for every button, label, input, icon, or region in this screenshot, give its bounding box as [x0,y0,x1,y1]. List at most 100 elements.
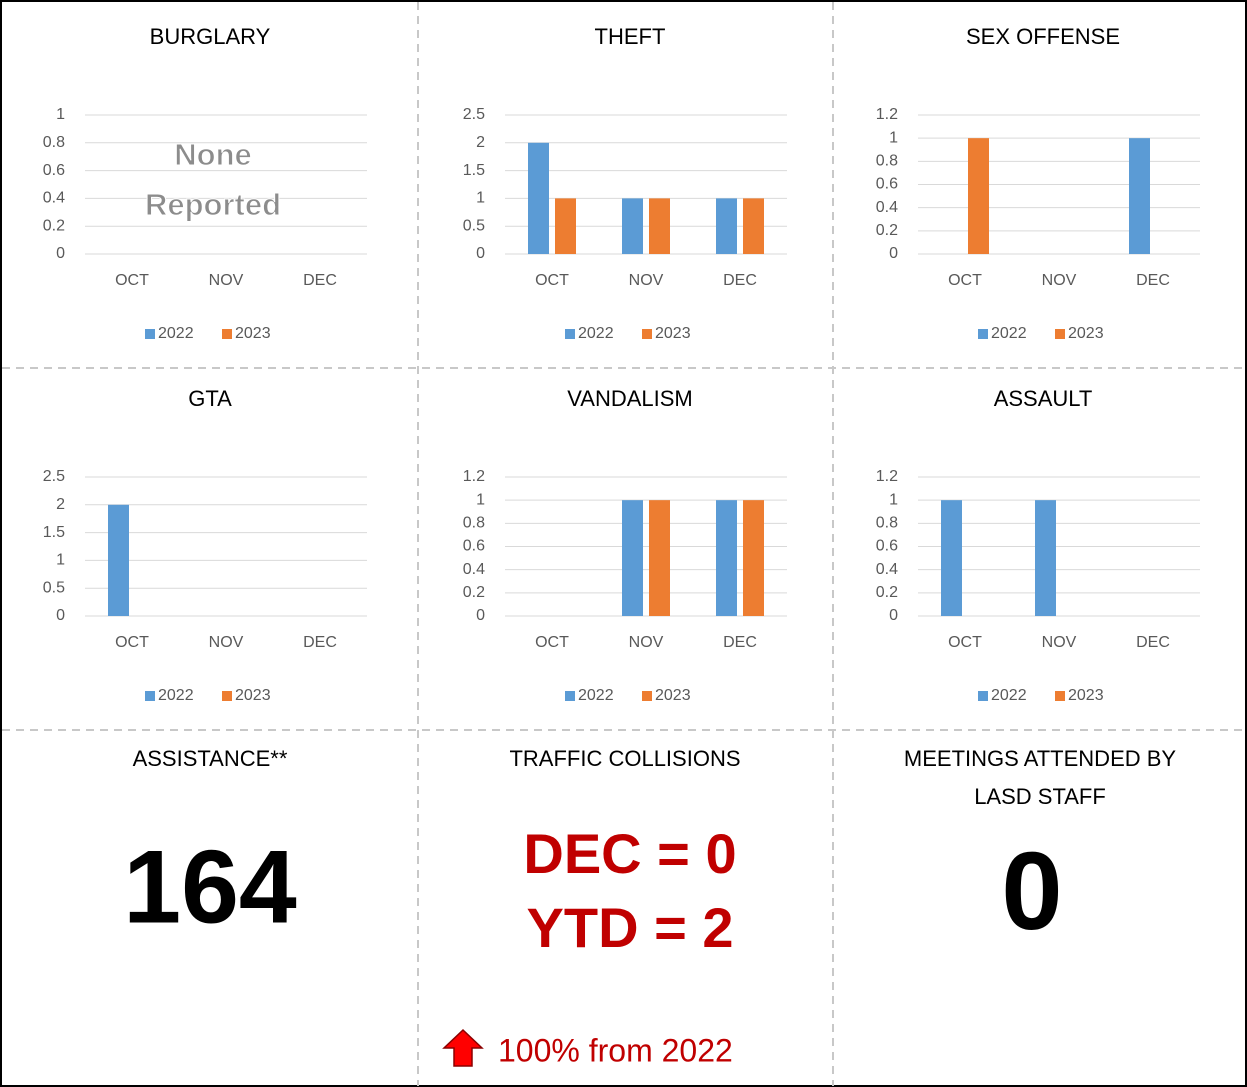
x-tick-label: OCT [948,272,982,289]
x-tick-label: OCT [115,272,149,289]
y-tick-label: 1.2 [876,468,898,485]
x-tick-label: OCT [535,634,569,651]
legend-swatch [565,691,575,701]
x-tick-label: NOV [1042,272,1077,289]
bar [1035,500,1056,616]
y-tick-label: 1.5 [43,524,65,541]
y-tick-label: 0.6 [43,162,65,179]
x-tick-label: DEC [303,634,337,651]
bar [649,198,670,254]
y-tick-label: 0.2 [43,217,65,234]
panel-title: ASSISTANCE** [133,746,288,771]
x-tick-label: DEC [1136,634,1170,651]
legend-swatch [1055,329,1065,339]
legend-swatch [1055,691,1065,701]
big-number: 164 [123,829,297,945]
annotation: Reported [145,187,281,222]
y-tick-label: 0.5 [463,217,485,234]
legend-swatch [642,329,652,339]
bar [622,500,643,616]
annotation: None [174,137,252,172]
x-tick-label: OCT [115,634,149,651]
y-tick-label: 2.5 [43,468,65,485]
y-tick-label: 0.4 [876,199,898,216]
chart-title: THEFT [595,24,666,49]
legend-swatch [145,329,155,339]
legend-swatch [978,329,988,339]
y-tick-label: 1 [56,552,65,569]
y-tick-label: 1.5 [463,162,485,179]
y-tick-label: 0 [56,245,65,262]
legend-label: 2022 [158,687,194,704]
y-tick-label: 0 [889,607,898,624]
traffic-line: YTD = 2 [527,896,734,959]
y-tick-label: 0.4 [43,190,65,207]
chart-title: SEX OFFENSE [966,24,1120,49]
panel-title: MEETINGS ATTENDED BY [904,746,1177,771]
x-tick-label: DEC [723,272,757,289]
y-tick-label: 0.8 [876,153,898,170]
y-tick-label: 2 [56,496,65,513]
big-number: 0 [1001,830,1062,953]
legend-label: 2022 [991,325,1027,342]
legend-label: 2022 [991,687,1027,704]
y-tick-label: 0.8 [876,515,898,532]
x-tick-label: NOV [209,634,244,651]
y-tick-label: 0 [56,607,65,624]
legend-swatch [565,329,575,339]
y-tick-label: 0.4 [463,561,485,578]
chart-title: GTA [188,386,232,411]
bar [622,198,643,254]
legend-label: 2023 [235,325,271,342]
bar [649,500,670,616]
y-tick-label: 0 [476,607,485,624]
x-tick-label: NOV [209,272,244,289]
chart-title: BURGLARY [150,24,271,49]
y-tick-label: 0.6 [876,176,898,193]
y-tick-label: 0.5 [43,579,65,596]
legend-label: 2023 [1068,325,1104,342]
traffic-change: 100% from 2022 [498,1032,733,1068]
y-tick-label: 1 [889,491,898,508]
bar [528,142,549,254]
x-tick-label: DEC [1136,272,1170,289]
y-tick-label: 0.8 [43,134,65,151]
y-tick-label: 1.2 [463,468,485,485]
y-tick-label: 2 [476,134,485,151]
x-tick-label: DEC [303,272,337,289]
x-tick-label: NOV [629,272,664,289]
legend-label: 2023 [235,687,271,704]
y-tick-label: 0 [476,245,485,262]
legend-label: 2023 [655,325,691,342]
x-tick-label: NOV [1042,634,1077,651]
y-tick-label: 0.2 [876,222,898,239]
bar [968,138,989,254]
legend-label: 2023 [1068,687,1104,704]
up-arrow [442,1028,484,1067]
bar [108,504,129,616]
y-tick-label: 0.2 [876,584,898,601]
y-tick-label: 1 [476,491,485,508]
x-tick-label: OCT [948,634,982,651]
y-tick-label: 0.4 [876,561,898,578]
legend-label: 2022 [578,325,614,342]
legend-swatch [222,329,232,339]
bar [743,198,764,254]
y-tick-label: 2.5 [463,106,485,123]
legend-label: 2022 [578,687,614,704]
legend-swatch [978,691,988,701]
panel-title: TRAFFIC COLLISIONS [509,746,740,771]
y-tick-label: 0.8 [463,515,485,532]
x-tick-label: OCT [535,272,569,289]
bar [555,198,576,254]
bar [716,198,737,254]
bar [1129,138,1150,254]
bar [941,500,962,616]
y-tick-label: 0.2 [463,584,485,601]
x-tick-label: DEC [723,634,757,651]
y-tick-label: 0.6 [463,538,485,555]
panel-title: LASD STAFF [974,784,1106,809]
legend-swatch [642,691,652,701]
y-tick-label: 1 [476,190,485,207]
